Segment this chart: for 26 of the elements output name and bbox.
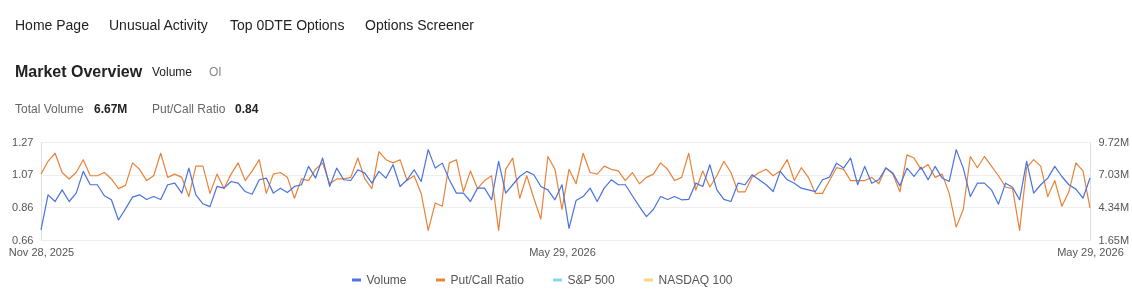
text: OI (209, 65, 222, 79)
x-tick-label: Nov 28, 2025 (8, 245, 75, 258)
y2-tick-label: 9.72M (1098, 135, 1130, 148)
y-tick-label: 0.86 (12, 200, 34, 213)
y2-tick-label: 1.65M (1098, 233, 1130, 246)
text: Home Page (15, 17, 90, 33)
y-tick-label: 0.66 (12, 233, 34, 246)
y2-tick-label: 7.03M (1098, 168, 1130, 181)
chart-title: Market Overview (15, 63, 143, 80)
text: 6.67M (94, 102, 128, 116)
legend-label: S&P 500 (567, 273, 615, 287)
legend-label: Put/Call Ratio (450, 273, 525, 287)
x-tick-label: May 29, 2026 (1057, 245, 1124, 258)
y-tick-label: 1.07 (12, 168, 34, 181)
x-tick-label: May 29, 2026 (529, 245, 596, 258)
text: Top 0DTE Options (230, 17, 345, 33)
legend-label: Volume (366, 273, 407, 287)
text: Unusual Activity (109, 17, 208, 33)
text: Put/Call Ratio (152, 102, 226, 116)
text: 0.84 (235, 102, 259, 116)
y2-tick-label: 4.34M (1098, 200, 1130, 213)
y-tick-label: 1.27 (12, 135, 34, 148)
text: Options Screener (365, 17, 475, 33)
text: Total Volume (15, 102, 85, 116)
legend-label: NASDAQ 100 (658, 273, 733, 287)
text: Volume (152, 65, 193, 79)
